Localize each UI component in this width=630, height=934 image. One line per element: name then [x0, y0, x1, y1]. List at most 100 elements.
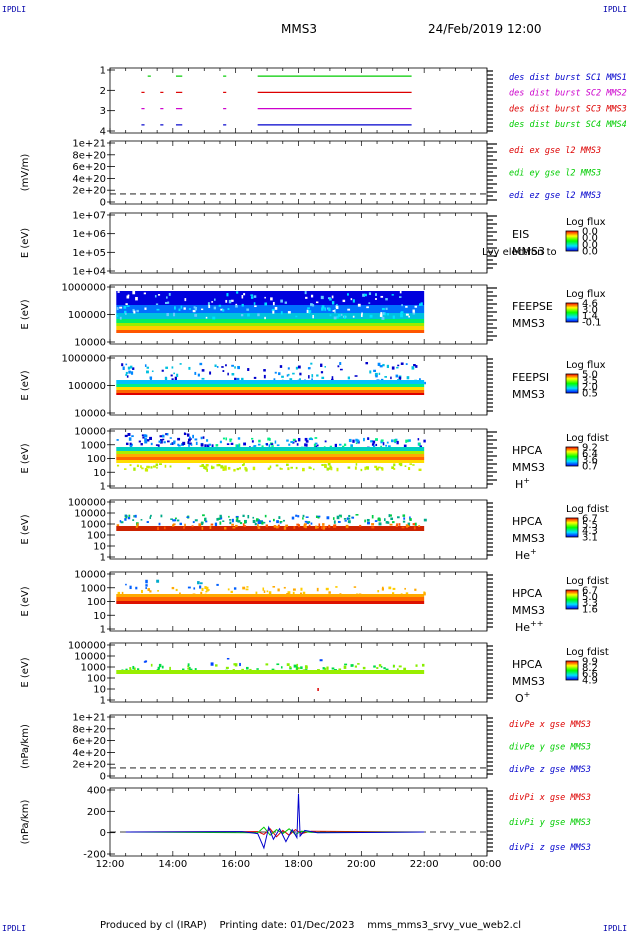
colorbar-tick-label-hpca-he2: 1.6	[582, 605, 598, 616]
panel-frame-eis	[109, 212, 488, 274]
y-tick-label-hpca-he: 1000	[81, 520, 106, 531]
footer-script-name: mms_mms3_srvy_vue_web2.cl	[367, 920, 522, 931]
y-tick-label-eis: 1e+07	[72, 211, 106, 222]
spectrogram-pixel-hpca-h	[313, 443, 317, 447]
spectrogram-pixel-hpca-he	[371, 526, 375, 529]
spectrogram-pixel-feeps-electrons	[346, 293, 349, 296]
spectrogram-pixel-hpca-h	[141, 434, 145, 437]
spectrogram-band-feeps-ions	[116, 384, 425, 387]
colorbar-tick-label-feeps-electrons: 3.0	[582, 305, 598, 316]
spectrogram-pixel-feeps-ions	[231, 372, 235, 376]
spectrogram-pixel-feeps-electrons	[331, 295, 334, 299]
spectrogram-pixel-hpca-he2	[316, 587, 319, 592]
spectrogram-pixel-hpca-h	[230, 442, 234, 445]
spectrogram-pixel-hpca-he	[231, 523, 234, 526]
y-tick-label-hpca-h: 100	[87, 454, 106, 465]
spectrogram-pixel-feeps-electrons	[335, 305, 339, 310]
spectrogram-pixel-feeps-ions	[214, 364, 217, 367]
spectrogram-pixel-hpca-h	[238, 443, 241, 447]
spectrogram-pixel-feeps-electrons	[308, 310, 311, 314]
spectrogram-pixel-feeps-ions	[379, 365, 383, 368]
spectrogram-pixel-feeps-ions	[419, 378, 421, 382]
spacecraft-label-feeps-electrons: MMS3	[512, 317, 545, 330]
spectrogram-band-hpca-he2	[116, 601, 425, 604]
spectrogram-pixel-feeps-electrons	[117, 291, 120, 293]
spectrogram-pixel-feeps-ions	[311, 374, 314, 378]
spectrogram-pixel-feeps-ions	[225, 364, 227, 367]
spectrogram-pixel-hpca-he2	[233, 587, 237, 590]
spectrogram-pixel-feeps-electrons	[253, 302, 256, 305]
spectrogram-pixel-hpca-o	[293, 664, 297, 668]
spectrogram-pixel-hpca-o	[286, 663, 290, 666]
spectrogram-pixel-hpca-o	[276, 663, 280, 666]
spectrogram-pixel-feeps-ions	[331, 376, 334, 380]
spectrogram-pixel-hpca-h	[159, 440, 163, 444]
spectrogram-pixel-hpca-he	[160, 514, 163, 518]
spectrogram-pixel-hpca-h	[243, 442, 247, 446]
spectrogram-pixel-feeps-ions	[347, 376, 350, 380]
x-tick-label: 20:00	[347, 859, 376, 870]
spectrogram-pixel-feeps-electrons	[230, 299, 234, 302]
spectrogram-pixel-hpca-he	[308, 524, 311, 527]
spectrogram-pixel-hpca-he	[409, 518, 412, 521]
instrument-label-feeps-ions: FEEPSI	[512, 371, 549, 384]
spectrogram-pixel-hpca-h	[274, 440, 277, 444]
spectrogram-pixel-feeps-electrons	[381, 316, 385, 320]
spectrogram-pixel-hpca-h	[170, 443, 172, 445]
spectrogram-pixel-feeps-electrons	[385, 307, 388, 310]
spectrogram-pixel-hpca-he2	[255, 591, 258, 596]
spectrogram-pixel-feeps-ions	[122, 366, 125, 370]
spectrogram-pixel-hpca-he	[314, 525, 318, 529]
spectrogram-pixel-hpca-h	[162, 438, 165, 441]
spectrogram-pixel-hpca-he2	[287, 591, 291, 595]
spectrogram-pixel-hpca-o	[157, 666, 160, 670]
spectrogram-pixel-feeps-electrons	[123, 306, 127, 309]
spectrogram-pixel-hpca-h	[419, 445, 423, 448]
spectrogram-pixel-hpca-he	[228, 519, 232, 521]
spectrogram-pixel-hpca-he	[275, 525, 279, 529]
spectrogram-pixel-hpca-h	[241, 464, 244, 467]
spectrogram-pixel-feeps-ions	[331, 378, 334, 381]
spectrogram-pixel-hpca-he	[282, 519, 285, 522]
spectrogram-pixel-feeps-electrons	[369, 314, 373, 318]
spectrogram-pixel-hpca-he2	[147, 588, 151, 591]
spectrogram-pixel-feeps-electrons	[381, 307, 385, 311]
spectrogram-pixel-hpca-he	[310, 522, 313, 525]
spectrogram-pixel-feeps-ions	[369, 370, 372, 374]
spectrogram-pixel-feeps-ions	[197, 373, 200, 377]
spectrogram-pixel-hpca-he2	[353, 586, 357, 588]
colorbar-title-feeps-electrons: Log flux	[566, 289, 606, 300]
colorbar-tick-label-eis: 0.0	[582, 240, 598, 251]
spectrogram-pixel-hpca-he	[401, 526, 405, 529]
spectrogram-pixel-hpca-he	[347, 517, 351, 520]
spectrogram-pixel-hpca-o	[352, 664, 354, 667]
y-axis-label-hpca-he: E (eV)	[20, 514, 31, 544]
spectrogram-pixel-hpca-h	[382, 442, 385, 446]
spectrogram-pixel-feeps-electrons	[412, 309, 415, 313]
corner-label-bottom-right: IPDLI	[603, 924, 628, 933]
spectrogram-pixel-feeps-electrons	[228, 299, 232, 304]
spectrogram-pixel-hpca-h	[258, 439, 261, 443]
y-axis-label-edi-e-field: (mV/m)	[20, 154, 31, 192]
colorbar-tick-label-feeps-ions: 0.5	[582, 389, 598, 400]
spectrogram-pixel-feeps-electrons	[132, 291, 136, 295]
spectrogram-pixel-feeps-ions	[227, 372, 229, 376]
colorbar-tick-label-hpca-he2: 5.0	[582, 592, 598, 603]
spectrogram-pixel-feeps-electrons	[246, 308, 250, 311]
legend-item-edi-e-field: edi ey gse l2 MMS3	[509, 169, 601, 179]
spectrogram-pixel-feeps-ions	[149, 376, 153, 380]
spectrogram-pixel-hpca-h	[268, 444, 271, 448]
spectrogram-pixel-feeps-electrons	[315, 301, 319, 304]
spectrogram-pixel-hpca-he	[367, 521, 370, 525]
spectrogram-pixel-hpca-he2	[283, 586, 286, 589]
spectrogram-pixel-hpca-h	[372, 445, 376, 448]
spectrogram-pixel-feeps-electrons	[405, 305, 408, 308]
colorbar-feeps-ions	[565, 373, 579, 394]
spectrogram-pixel-hpca-h	[202, 436, 205, 439]
spectrogram-pixel-hpca-h	[251, 440, 254, 443]
spacecraft-label-feeps-ions: MMS3	[512, 388, 545, 401]
y-tick-label-burst-intervals: 1	[100, 66, 106, 77]
y-tick-label-eis: 1e+06	[72, 229, 106, 240]
spectrogram-pixel-hpca-h	[372, 440, 376, 444]
spectrogram-pixel-hpca-he	[317, 515, 321, 518]
